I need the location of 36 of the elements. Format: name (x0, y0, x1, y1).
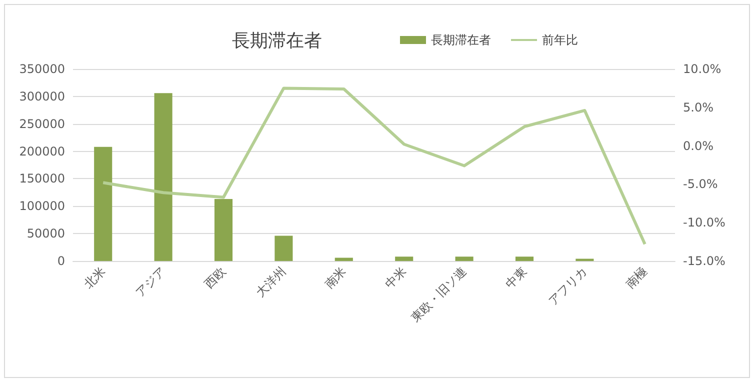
chart-title: 長期滞在者 (232, 30, 322, 52)
y-tick-label: 50000 (26, 226, 65, 241)
x-tick-label: アフリカ (546, 264, 590, 308)
x-tick-label: 東欧・旧ソ連 (408, 264, 470, 325)
x-tick-label: 南米 (322, 264, 349, 291)
y2-tick-label: -15.0% (683, 254, 726, 268)
bar (334, 258, 353, 261)
y2-tick-label: 0.0% (683, 138, 714, 153)
bar (515, 256, 534, 261)
x-tick-label: 北米 (81, 264, 108, 291)
bar (94, 146, 112, 261)
y2-tick-label: -10.0% (683, 216, 726, 230)
y-tick-label: 350000 (19, 62, 65, 76)
x-tick-label: 西欧 (202, 264, 228, 291)
bar (154, 93, 172, 261)
bar (214, 199, 233, 261)
y-tick-label: 100000 (19, 199, 65, 214)
x-tick-label: アジア (132, 264, 168, 300)
x-tick-label: 南極 (622, 264, 650, 291)
bar (455, 256, 474, 261)
y-tick-label: 150000 (19, 172, 65, 186)
bar (395, 256, 414, 261)
x-tick-label: 大洋州 (253, 264, 289, 300)
y-tick-label: 250000 (19, 116, 65, 131)
y-tick-label: 200000 (19, 144, 65, 158)
y2-tick-label: 5.0% (683, 100, 714, 114)
x-tick-label: 中米 (382, 264, 410, 291)
y-tick-label: 0 (57, 254, 65, 268)
y-tick-label: 300000 (19, 89, 65, 104)
x-tick-label: 中東 (502, 264, 530, 291)
line-series (102, 86, 646, 246)
legend-label: 長期滞在者 (431, 33, 491, 47)
y2-tick-label: -5.0% (683, 177, 718, 192)
legend-label: 前年比 (542, 33, 578, 47)
bar (274, 236, 293, 261)
y2-tick-label: 10.0% (683, 62, 722, 76)
